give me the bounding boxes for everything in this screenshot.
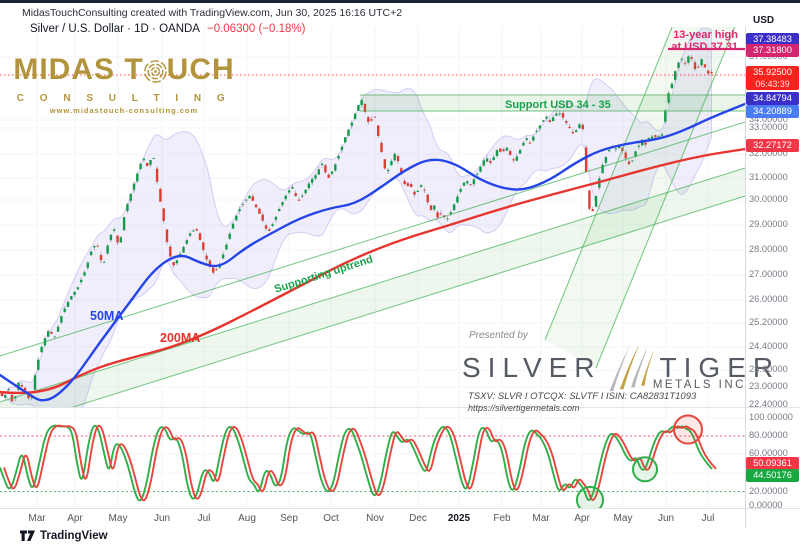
time-axis-label: Mar: [532, 513, 550, 524]
axis-tick-label: 80.00000: [749, 430, 788, 440]
time-axis-label: May: [108, 513, 128, 524]
ma50-label: 50MA: [90, 309, 124, 323]
midas-consulting-label: C O N S U L T I N G: [16, 93, 232, 104]
axis-tick-label: 23.60000: [749, 364, 788, 374]
midas-logo-text-post: UCH: [166, 53, 235, 86]
axis-tick-label: 26.00000: [749, 294, 788, 304]
time-axis-label: 2025: [447, 513, 471, 524]
time-axis-label: Apr: [67, 513, 83, 524]
axis-tick-label: 31.00000: [749, 172, 788, 182]
time-axis-label: Dec: [409, 513, 427, 524]
price-badge: 50.09361: [746, 457, 799, 471]
symbol-title: Silver / U.S. Dollar · 1D · OANDA: [30, 23, 200, 35]
tiger-claws-icon: [609, 344, 654, 392]
price-badge: 34.84794: [746, 91, 799, 105]
axis-tick-label: 32.00000: [749, 148, 788, 158]
axis-tick-label: 28.00000: [749, 244, 788, 254]
time-axis-label: Jul: [701, 513, 715, 524]
price-badge: 35.92500 06:43:39: [746, 66, 799, 90]
axis-tick-label: 34.00000: [749, 114, 788, 124]
high-annotation: 13-year high at USD 37.31: [630, 29, 738, 53]
price-badge: 34.20889: [746, 104, 799, 118]
axis-tick-label: 24.40000: [749, 341, 788, 351]
tradingview-attribution[interactable]: TradingView: [20, 529, 108, 542]
axis-tick-label: 33.00000: [749, 122, 788, 132]
window-top-edge: [0, 0, 800, 3]
metals-inc-label: METALS INC: [652, 379, 746, 391]
axis-tick-label: 25.20000: [749, 317, 788, 327]
support-zone-label: Support USD 34 - 35: [505, 99, 611, 111]
time-axis-label: Jun: [153, 513, 171, 524]
axis-tick-label: 0.00000: [749, 500, 783, 510]
midas-website-url: www.midastouch-consulting.com: [49, 106, 199, 115]
time-axis-label: Mar: [28, 513, 46, 524]
time-axis-label: May: [613, 513, 633, 524]
time-axis-label: Oct: [323, 513, 339, 524]
price-axis-currency: USD: [753, 15, 775, 26]
time-axis-label: Aug: [238, 513, 256, 524]
axis-tick-label: 23.00000: [749, 381, 788, 391]
price-badge: 44.50176: [746, 469, 799, 483]
high-annotation-line2: at USD 37.31: [671, 40, 738, 53]
price-badge: 37.38483: [746, 32, 799, 46]
presented-by-label: Presented by: [469, 330, 528, 341]
price-badge: 32.27172: [746, 138, 799, 152]
time-axis-label: Feb: [493, 513, 511, 524]
ticker-listing-text: TSXV: SLVR I OTCQX: SLVTF I ISIN: CA8283…: [468, 391, 697, 402]
tradingview-label: TradingView: [40, 529, 108, 542]
silver-wordmark: SILVER: [462, 352, 602, 383]
high-annotation-line1: 13-year high: [673, 29, 738, 41]
tiger-wordmark: TIGER: [659, 352, 781, 383]
tradingview-icon: [20, 530, 35, 541]
axis-tick-label: 27.00000: [749, 269, 788, 279]
ma200-label: 200MA: [160, 331, 201, 345]
axis-tick-label: 60.00000: [749, 448, 788, 458]
time-axis-label: Apr: [574, 513, 590, 524]
midas-touch-logo: MIDAS T UCH: [12, 53, 236, 87]
price-change: −0.06300 (−0.18%): [206, 23, 306, 35]
symbol-legend[interactable]: Silver / U.S. Dollar · 1D · OANDA −0.0630…: [30, 23, 305, 35]
axis-tick-label: 22.40000: [749, 399, 788, 409]
midas-logo-text-pre: MIDAS T: [13, 53, 144, 86]
axis-tick-label: 20.00000: [749, 486, 788, 496]
axis-tick-label: 29.00000: [749, 219, 788, 229]
time-axis-label: Nov: [366, 513, 384, 524]
attribution-text: MidasTouchConsulting created with Tradin…: [22, 7, 403, 19]
fingerprint-icon: [143, 59, 167, 83]
price-badge: 37.31800: [746, 44, 799, 57]
silver-tiger-logo: SILVER TIGER: [462, 343, 780, 393]
silver-tiger-url: https://silvertigermetals.com: [468, 403, 580, 413]
axis-tick-label: 100.00000: [749, 412, 793, 422]
axis-tick-label: 30.00000: [749, 194, 788, 204]
time-axis-label: Sep: [280, 513, 298, 524]
time-axis-label: Jun: [657, 513, 675, 524]
time-axis-label: Jul: [197, 513, 211, 524]
